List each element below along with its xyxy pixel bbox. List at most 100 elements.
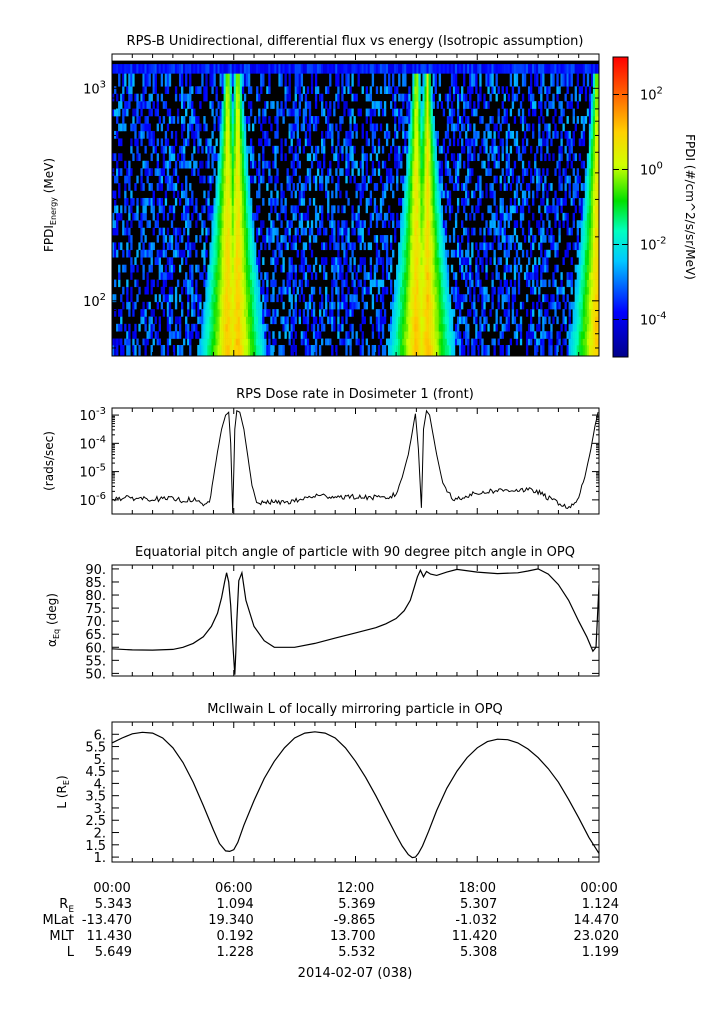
heatmap-cell xyxy=(345,101,348,109)
heatmap-cell xyxy=(592,86,596,94)
heatmap-cell xyxy=(276,235,279,243)
heatmap-cell xyxy=(487,153,490,162)
heatmap-cell xyxy=(495,323,498,332)
heatmap-cell xyxy=(566,344,569,357)
heatmap-cell xyxy=(185,138,188,147)
heatmap-cell xyxy=(444,153,448,162)
heatmap-cell xyxy=(168,301,172,310)
heatmap-cell xyxy=(300,264,304,273)
heatmap-cell xyxy=(122,344,125,357)
heatmap-cell xyxy=(588,338,592,346)
heatmap-cell xyxy=(485,183,488,191)
heatmap-cell xyxy=(426,197,429,206)
heatmap-cell xyxy=(331,257,334,266)
heatmap-cell xyxy=(402,101,405,109)
heatmap-cell xyxy=(146,301,149,310)
heatmap-cell xyxy=(507,168,511,176)
heatmap-cell xyxy=(116,168,119,176)
heatmap-cell xyxy=(552,101,555,109)
heatmap-cell xyxy=(233,257,237,266)
heatmap-cell xyxy=(394,130,397,139)
heatmap-cell xyxy=(477,101,480,109)
heatmap-cell xyxy=(536,183,539,191)
heatmap-cell xyxy=(239,73,243,87)
heatmap-cell xyxy=(568,242,571,251)
heatmap-cell xyxy=(229,344,233,357)
heatmap-cell xyxy=(576,344,580,357)
heatmap-cell xyxy=(126,220,129,228)
heatmap-cell xyxy=(231,257,235,266)
heatmap-cell xyxy=(428,205,431,214)
heatmap-cell xyxy=(241,160,245,169)
heatmap-cell xyxy=(126,249,129,258)
heatmap-cell xyxy=(160,249,164,258)
heatmap-cell xyxy=(576,323,580,332)
heatmap-cell xyxy=(408,160,411,169)
heatmap-cell xyxy=(268,338,271,346)
heatmap-cell xyxy=(416,73,419,87)
heatmap-cell xyxy=(446,331,450,339)
heatmap-cell xyxy=(481,212,484,221)
heatmap-cell xyxy=(495,309,498,317)
heatmap-cell xyxy=(428,286,431,295)
heatmap-cell xyxy=(428,323,431,332)
heatmap-cell xyxy=(158,168,161,176)
heatmap-cell xyxy=(592,153,596,162)
heatmap-cell xyxy=(189,123,192,132)
heatmap-cell xyxy=(327,86,330,94)
heatmap-cell xyxy=(469,73,472,87)
heatmap-cell xyxy=(503,235,506,243)
heatmap-cell xyxy=(213,309,216,317)
heatmap-cell xyxy=(292,242,295,251)
heatmap-cell xyxy=(247,242,251,251)
heatmap-cell xyxy=(122,123,125,132)
heatmap-cell xyxy=(187,93,190,102)
heatmap-cell xyxy=(116,212,119,221)
heatmap-cell xyxy=(189,93,192,102)
heatmap-cell xyxy=(341,316,344,325)
heatmap-cell xyxy=(124,338,127,346)
heatmap-cell xyxy=(532,123,535,132)
heatmap-cell xyxy=(170,257,174,266)
heatmap-cell xyxy=(584,227,588,236)
heatmap-cell xyxy=(521,93,525,102)
heatmap-cell xyxy=(189,264,192,273)
heatmap-cell xyxy=(396,272,399,280)
heatmap-cell xyxy=(590,73,594,87)
heatmap-cell xyxy=(146,101,149,109)
heatmap-cell xyxy=(495,145,498,154)
heatmap-cell xyxy=(286,183,289,191)
heatmap-cell xyxy=(229,205,233,214)
heatmap-cell xyxy=(538,138,541,147)
heatmap-cell xyxy=(140,316,143,325)
heatmap-cell xyxy=(576,286,580,295)
heatmap-cell xyxy=(231,338,235,346)
heatmap-cell xyxy=(505,235,508,243)
heatmap-cell xyxy=(213,242,216,251)
heatmap-cell xyxy=(440,212,444,221)
heatmap-cell xyxy=(562,220,565,228)
heatmap-cell xyxy=(298,309,302,317)
heatmap-cell xyxy=(534,338,537,346)
heatmap-cell xyxy=(191,331,194,339)
heatmap-cell xyxy=(592,338,596,346)
heatmap-cell xyxy=(562,338,565,346)
heatmap-cell xyxy=(390,86,393,94)
heatmap-cell xyxy=(235,279,239,288)
heatmap-cell xyxy=(594,249,598,258)
heatmap-cell xyxy=(258,316,261,325)
heatmap-cell xyxy=(197,168,200,176)
heatmap-cell xyxy=(203,249,206,258)
heatmap-cell xyxy=(487,227,490,236)
heatmap-cell xyxy=(187,279,190,288)
heatmap-cell xyxy=(260,86,263,94)
heatmap-cell xyxy=(185,220,188,228)
heatmap-cell xyxy=(497,235,500,243)
heatmap-cell xyxy=(594,316,598,325)
heatmap-cell xyxy=(576,264,580,273)
heatmap-cell xyxy=(126,294,129,303)
heatmap-cell xyxy=(523,130,527,139)
heatmap-cell xyxy=(377,145,381,154)
heatmap-cell xyxy=(416,205,419,214)
heatmap-cell xyxy=(481,301,484,310)
